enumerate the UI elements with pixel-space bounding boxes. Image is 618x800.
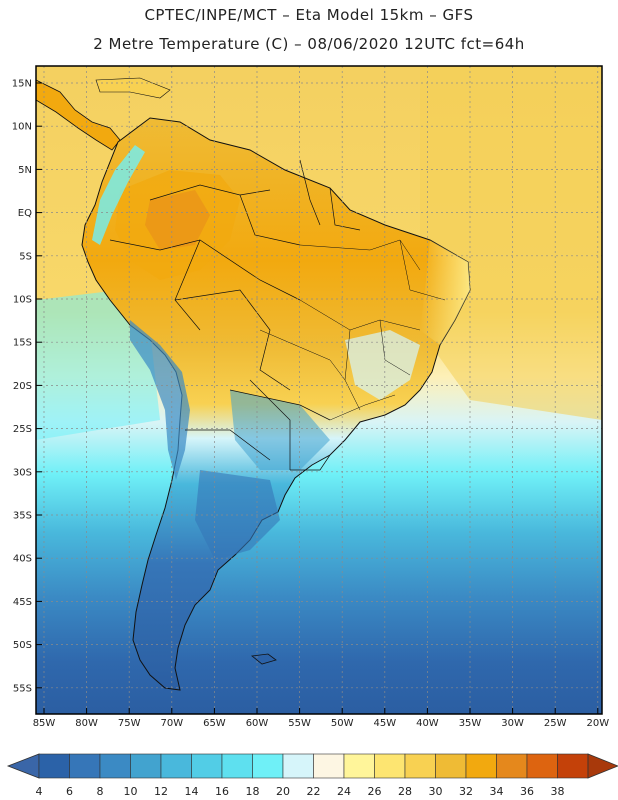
lon-tick-label: 40W <box>416 718 439 729</box>
map-frame <box>35 65 603 715</box>
colorbar-min-arrow <box>6 753 40 779</box>
colorbar-level-label: 16 <box>215 785 229 798</box>
falkland-islands <box>251 653 277 665</box>
map-title: CPTEC/INPE/MCT – Eta Model 15km – GFS <box>144 6 474 24</box>
lon-tick-label: 75W <box>118 718 141 729</box>
colorbar-level-label: 32 <box>459 785 473 798</box>
colorbar: 4 6 8 10 12 14 16 18 20 22 24 26 28 30 32 34 36 38 <box>6 753 618 798</box>
colorbar-swatch <box>465 753 497 779</box>
colorbar-swatch <box>252 753 284 779</box>
lat-tick-label: 25S <box>13 424 32 435</box>
colorbar-level-label: 38 <box>551 785 565 798</box>
colorbar-level-label: 36 <box>520 785 534 798</box>
colorbar-swatch <box>221 753 253 779</box>
colorbar-swatch <box>404 753 436 779</box>
country-borders <box>109 159 361 471</box>
lat-tick-label: 15N <box>12 79 32 90</box>
lat-tick-label: 45S <box>13 597 32 608</box>
colorbar-swatch <box>38 753 70 779</box>
lon-tick-label: 85W <box>33 718 56 729</box>
lat-tick-label: 10S <box>13 295 32 306</box>
colorbar-level-label: 14 <box>185 785 199 798</box>
colorbar-swatch <box>343 753 375 779</box>
colorbar-swatch <box>69 753 101 779</box>
colorbar-swatch <box>435 753 467 779</box>
lon-tick-label: 20W <box>586 718 609 729</box>
chaco-pampa-cool <box>230 390 330 470</box>
lon-tick-label: 70W <box>160 718 183 729</box>
colorbar-level-label: 28 <box>398 785 412 798</box>
lon-tick-label: 35W <box>459 718 482 729</box>
lon-tick-label: 60W <box>246 718 269 729</box>
lon-tick-label: 80W <box>75 718 98 729</box>
lat-tick-label: 5S <box>19 251 32 262</box>
colorbar-level-label: 6 <box>66 785 73 798</box>
latitude-axis: 15N 10N 5N EQ 5S 10S 15S 20S 25S 30S 35S 40S 45S 50S 5… <box>12 79 42 694</box>
colorbar-level-label: 12 <box>154 785 168 798</box>
warm-atlantic-band <box>420 66 602 420</box>
lat-tick-label: 50S <box>13 640 32 651</box>
amazon-hottest <box>145 190 210 250</box>
lat-tick-label: 20S <box>13 381 32 392</box>
colorbar-swatch <box>99 753 131 779</box>
lon-tick-label: 30W <box>501 718 524 729</box>
colorbar-swatch <box>313 753 345 779</box>
colorbar-level-label: 22 <box>307 785 321 798</box>
colorbar-level-label: 4 <box>36 785 43 798</box>
lat-tick-label: 55S <box>13 683 32 694</box>
lon-tick-label: 65W <box>203 718 226 729</box>
colorbar-swatch <box>496 753 528 779</box>
colorbar-level-label: 24 <box>337 785 351 798</box>
colorbar-level-label: 30 <box>429 785 443 798</box>
colorbar-swatch <box>526 753 558 779</box>
lon-tick-label: 25W <box>544 718 567 729</box>
colorbar-swatch <box>130 753 162 779</box>
lon-tick-label: 50W <box>331 718 354 729</box>
colorbar-swatch <box>374 753 406 779</box>
lon-tick-label: 45W <box>373 718 396 729</box>
map-area <box>36 66 602 714</box>
lat-tick-label: 35S <box>13 511 32 522</box>
lat-lon-grid <box>36 66 602 714</box>
colorbar-swatch <box>557 753 589 779</box>
lat-tick-label: 30S <box>13 467 32 478</box>
colorbar-level-label: 10 <box>124 785 138 798</box>
lat-tick-label: 15S <box>13 338 32 349</box>
andes-south-cool <box>130 320 190 480</box>
colorbar-level-label: 26 <box>368 785 382 798</box>
lat-tick-label: 10N <box>12 122 32 133</box>
lat-tick-label: 40S <box>13 554 32 565</box>
central-america <box>36 79 121 151</box>
colorbar-swatch <box>191 753 223 779</box>
colorbar-level-label: 8 <box>97 785 104 798</box>
colorbar-level-label: 18 <box>246 785 260 798</box>
east-coast-warm <box>420 240 470 345</box>
colorbar-level-label: 34 <box>490 785 504 798</box>
lat-tick-label: 5N <box>18 165 32 176</box>
state-borders <box>259 239 446 421</box>
longitude-axis: 85W 80W 75W 70W 65W 60W 55W 50W 45W 40W 35W 30W 25W 2… <box>33 708 609 729</box>
lat-tick-label: EQ <box>18 208 32 219</box>
lon-tick-label: 55W <box>288 718 311 729</box>
brazil-highlands-cool <box>345 330 420 400</box>
colorbar-swatch <box>160 753 192 779</box>
colorbar-level-label: 20 <box>276 785 290 798</box>
andes-north-cool <box>92 145 145 245</box>
map-subtitle: 2 Metre Temperature (C) – 08/06/2020 12U… <box>93 35 525 53</box>
colorbar-swatch <box>282 753 314 779</box>
colorbar-max-arrow <box>587 753 618 779</box>
